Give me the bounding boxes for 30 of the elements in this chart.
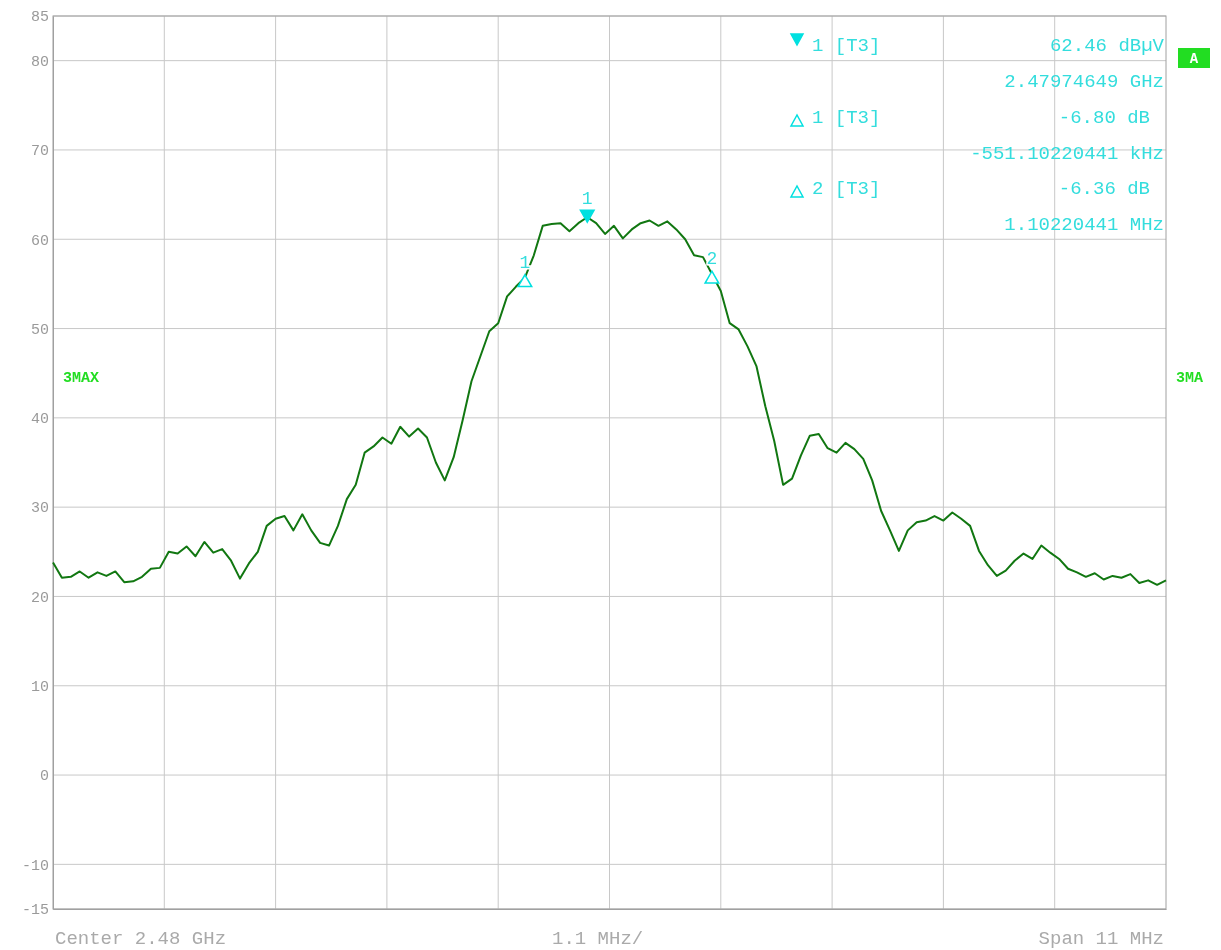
y-tick-label: 10 bbox=[30, 679, 49, 697]
annotation: 1 [T3] bbox=[812, 107, 881, 129]
y-tick-label: 85 bbox=[30, 9, 49, 27]
text: 1.1 MHz/ bbox=[552, 928, 644, 950]
annotation: 1 bbox=[581, 189, 593, 210]
annotation: 2 bbox=[706, 249, 718, 270]
text: A bbox=[1189, 51, 1199, 67]
annotation: 1 [T3] bbox=[812, 35, 881, 57]
text: 3MA bbox=[1176, 370, 1204, 387]
y-tick-label: 20 bbox=[30, 589, 49, 607]
annotation: -6.80 dB bbox=[1058, 107, 1150, 129]
y-tick-label: 0 bbox=[39, 768, 49, 786]
annotation: 1 bbox=[519, 252, 531, 273]
annotation: -6.36 dB bbox=[1058, 178, 1150, 200]
annotation: 2.47974649 GHz bbox=[1004, 71, 1164, 93]
y-tick-label: -15 bbox=[21, 902, 49, 920]
annotation: 62.46 dBµV bbox=[1049, 35, 1165, 57]
y-tick-label: 80 bbox=[30, 53, 49, 71]
annotation: 3MAX bbox=[63, 370, 100, 387]
y-tick-label: 70 bbox=[30, 143, 49, 161]
y-tick-label: 40 bbox=[30, 411, 49, 429]
annotation: -551.10220441 kHz bbox=[970, 143, 1164, 165]
y-tick-label: 30 bbox=[30, 500, 49, 518]
y-tick-label: -10 bbox=[21, 857, 49, 875]
text: Span 11 MHz bbox=[1038, 928, 1164, 950]
text: Center 2.48 GHz bbox=[55, 928, 227, 950]
y-tick-label: 50 bbox=[30, 321, 49, 339]
annotation: 1.10220441 MHz bbox=[1004, 214, 1164, 236]
y-tick-label: 60 bbox=[30, 232, 49, 250]
annotation: 2 [T3] bbox=[812, 178, 881, 200]
